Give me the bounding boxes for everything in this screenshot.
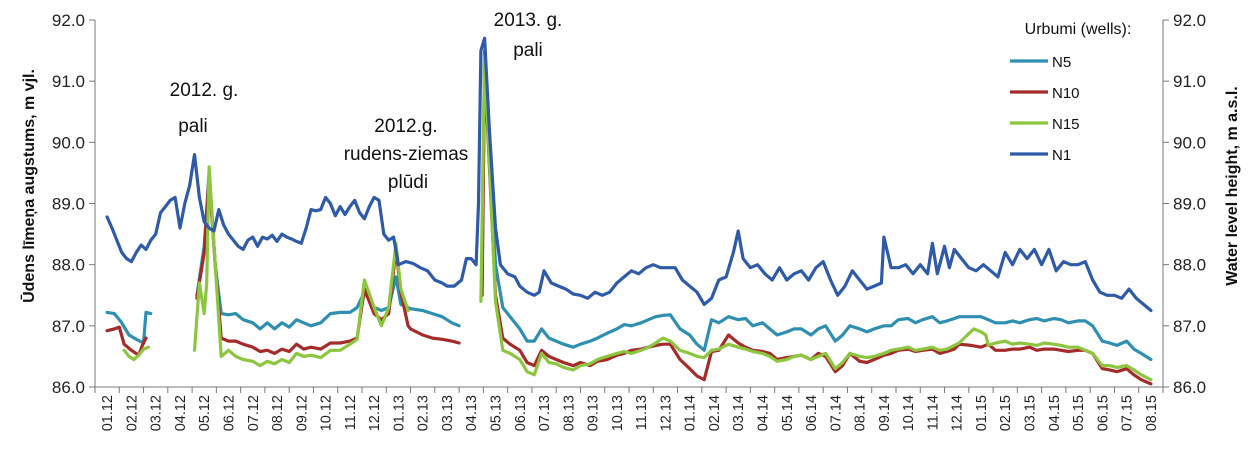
y-tick-label-right: 89.0 xyxy=(1173,195,1206,214)
y-axis-title-right: Water level height, m a.s.l. xyxy=(1224,86,1241,285)
x-tick-label: 06.14 xyxy=(804,395,820,431)
x-tick-label: 02.14 xyxy=(707,395,723,431)
annotation-line: 2012.g. xyxy=(374,116,437,137)
x-tick-label: 02.12 xyxy=(124,395,140,431)
series-n15 xyxy=(122,55,1153,382)
y-tick-label-left: 86.0 xyxy=(52,378,85,397)
series-line-n10 xyxy=(480,61,1153,386)
y-tick-label-right: 92.0 xyxy=(1173,11,1206,30)
series-line-n1 xyxy=(105,36,1153,313)
x-tick-label: 01.14 xyxy=(683,395,699,431)
x-tick-label: 03.12 xyxy=(149,395,165,431)
y-tick-label-right: 91.0 xyxy=(1173,72,1206,91)
annotation-2012-autumn-winter-flood: 2012.g. rudens-ziemas plūdi xyxy=(344,116,469,193)
x-tick-label: 02.13 xyxy=(416,395,432,431)
x-tick-label: 09.13 xyxy=(586,395,602,431)
x-tick-label: 11.14 xyxy=(925,395,941,430)
x-tick-label: 08.13 xyxy=(561,395,577,431)
x-tick-label: 05.13 xyxy=(489,395,505,431)
series-n1 xyxy=(105,36,1153,313)
x-tick-label: 10.14 xyxy=(901,395,917,431)
y-tick-label-left: 91.0 xyxy=(52,72,85,91)
series-line-n15 xyxy=(122,345,150,362)
x-tick-label: 07.13 xyxy=(537,395,553,431)
x-tick-label: 11.12 xyxy=(343,395,359,430)
annotation-2013-spring-flood: 2013. g. pali xyxy=(494,10,563,61)
x-tick-label: 04.13 xyxy=(464,395,480,431)
x-tick-label: 04.12 xyxy=(173,395,189,431)
legend: Urbumi (wells): N5 N10 N15 N1 xyxy=(1010,21,1131,164)
x-tick-label: 05.14 xyxy=(780,395,796,431)
series-line-n5 xyxy=(195,171,461,331)
x-tick-label: 09.14 xyxy=(877,395,893,431)
x-tick-label: 08.14 xyxy=(853,395,869,431)
x-tick-label: 07.15 xyxy=(1120,395,1136,431)
x-tick-label: 09.12 xyxy=(294,395,310,431)
x-tick-label: 07.14 xyxy=(828,395,844,431)
x-tick-label: 05.12 xyxy=(197,395,213,431)
x-tick-label: 06.12 xyxy=(222,395,238,431)
x-tick-label: 04.14 xyxy=(756,395,772,431)
y-tick-label-left: 87.0 xyxy=(52,317,85,336)
series-line-n15 xyxy=(479,55,1153,382)
series-n10 xyxy=(105,61,1153,386)
annotation-line: pali xyxy=(513,40,543,61)
series-line-n5 xyxy=(480,49,1153,362)
x-tick-label: 06.13 xyxy=(513,395,529,431)
y-axis-title-left: Ūdens līmeņa augstums, m vjl. xyxy=(19,69,38,303)
x-tick-label: 01.15 xyxy=(974,395,990,431)
x-tick-label: 05.15 xyxy=(1071,395,1087,431)
legend-label-n10: N10 xyxy=(1052,85,1080,102)
x-tick-label: 12.14 xyxy=(950,395,966,431)
annotation-line: 2012. g. xyxy=(170,80,239,101)
y-tick-label-left: 88.0 xyxy=(52,256,85,275)
x-tick-label: 02.15 xyxy=(998,395,1014,431)
y-tick-label-right: 86.0 xyxy=(1173,378,1206,397)
x-tick-label: 03.13 xyxy=(440,395,456,431)
x-tick-label: 03.15 xyxy=(1023,395,1039,431)
x-tick-label: 11.13 xyxy=(634,395,650,430)
y-tick-label-right: 87.0 xyxy=(1173,317,1206,336)
x-tick-label: 08.12 xyxy=(270,395,286,431)
annotation-line: pali xyxy=(178,116,208,137)
series-line-n10 xyxy=(195,174,461,355)
x-tick-label: 12.12 xyxy=(367,395,383,431)
y-tick-label-left: 90.0 xyxy=(52,133,85,152)
legend-label-n15: N15 xyxy=(1052,116,1080,133)
x-tick-label: 07.12 xyxy=(246,395,262,431)
x-tick-label: 10.12 xyxy=(319,395,335,431)
x-tick-label: 01.12 xyxy=(100,395,116,431)
series-line-n15 xyxy=(192,165,410,368)
y-tick-label-right: 90.0 xyxy=(1173,133,1206,152)
series-n5 xyxy=(105,49,1153,362)
annotation-line: plūdi xyxy=(388,172,428,193)
series-line-n10 xyxy=(105,325,148,357)
x-tick-label: 12.13 xyxy=(658,395,674,431)
legend-title: Urbumi (wells): xyxy=(1025,21,1132,38)
x-tick-label: 10.13 xyxy=(610,395,626,431)
legend-label-n5: N5 xyxy=(1052,54,1071,71)
x-tick-label: 04.15 xyxy=(1047,395,1063,431)
annotation-line: 2013. g. xyxy=(494,10,563,31)
x-tick-label: 08.15 xyxy=(1144,395,1160,431)
y-tick-label-left: 89.0 xyxy=(52,195,85,214)
y-tick-label-left: 92.0 xyxy=(52,11,85,30)
series-line-n5 xyxy=(105,310,153,345)
x-tick-label: 03.14 xyxy=(731,395,747,431)
y-tick-label-right: 88.0 xyxy=(1173,256,1206,275)
legend-label-n1: N1 xyxy=(1052,147,1071,164)
annotation-line: rudens-ziemas xyxy=(344,144,469,165)
x-tick-label: 01.13 xyxy=(391,395,407,431)
x-tick-label: 06.15 xyxy=(1095,395,1111,431)
annotation-2012-spring-flood: 2012. g. pali xyxy=(170,80,239,137)
